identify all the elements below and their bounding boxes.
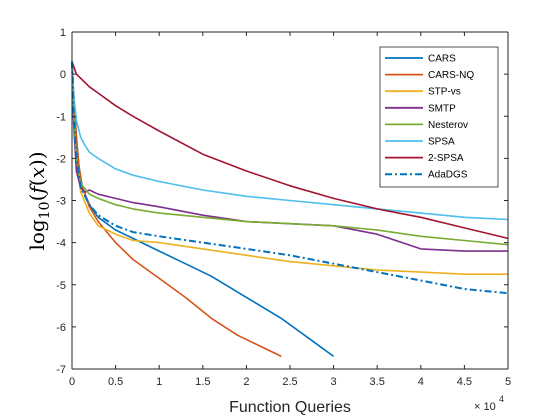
legend-label-stp-vs: STP-vs <box>428 87 461 98</box>
y-tick-label: -4 <box>56 238 66 250</box>
x-tick-label: 0 <box>69 376 75 388</box>
legend-box <box>379 46 499 188</box>
y-label-base: 10 <box>37 201 53 219</box>
legend-label-cars: CARS <box>428 54 456 65</box>
series-line-cars-nq <box>71 61 282 358</box>
x-tick-label: 2.5 <box>282 376 297 388</box>
y-tick-label: -2 <box>56 153 66 165</box>
y-tick-label: 0 <box>60 69 66 81</box>
y-label-x: x <box>25 167 49 178</box>
x-axis-label: Function Queries <box>229 399 351 416</box>
x-tick-label: 2 <box>243 376 249 388</box>
x-tick-label: 5 <box>505 376 511 388</box>
y-tick-label: -3 <box>56 196 66 208</box>
y-tick-label: -1 <box>56 111 66 123</box>
x-tick-label: 0.5 <box>108 376 123 388</box>
legend-label-smtp: SMTP <box>428 103 456 114</box>
y-tick-label: -5 <box>56 280 66 292</box>
legend: CARS CARS-NQ STP-vs SMTP Nesterov SPSA 2-SPSA A… <box>379 46 499 188</box>
x-tick-label: 1 <box>156 376 162 388</box>
y-label-log: log <box>25 219 49 250</box>
ticks-layer: 0 0.5 1 1.5 2 2.5 3 3.5 4 4.5 5 1 0 -1 -2 -3 -4 -5 -6 -7 <box>56 27 511 388</box>
legend-label-2-spsa: 2-SPSA <box>428 153 464 164</box>
legend-label-cars-nq: CARS-NQ <box>428 70 474 81</box>
x-axis-exponent-power: 4 <box>499 394 504 404</box>
series-line-adadgs <box>71 61 509 295</box>
series-line-nesterov <box>71 61 509 246</box>
y-axis-label: log10(f(x)) <box>25 152 53 251</box>
y-label-open-paren-2: ( <box>25 178 49 186</box>
x-tick-label: 4.5 <box>457 376 472 388</box>
y-tick-label: -6 <box>56 322 66 334</box>
y-tick-label: 1 <box>60 27 66 39</box>
x-tick-label: 3 <box>331 376 337 388</box>
legend-label-spsa: SPSA <box>428 137 455 148</box>
legend-label-adadgs: AdaDGS <box>428 170 468 181</box>
series-layer <box>71 61 509 358</box>
x-tick-label: 3.5 <box>370 376 385 388</box>
y-label-close-parens: )) <box>25 152 49 168</box>
legend-label-nesterov: Nesterov <box>428 120 468 131</box>
x-axis-exponent-base: × 10 <box>474 401 496 413</box>
svg-text:log10(f(x)): log10(f(x)) <box>25 152 53 251</box>
x-tick-label: 4 <box>418 376 424 388</box>
y-tick-label: -7 <box>56 364 66 376</box>
x-tick-label: 1.5 <box>195 376 210 388</box>
x-axis-exponent: × 10 4 <box>474 394 504 413</box>
series-line-2-spsa <box>71 61 509 240</box>
y-label-open-paren: ( <box>25 194 49 202</box>
